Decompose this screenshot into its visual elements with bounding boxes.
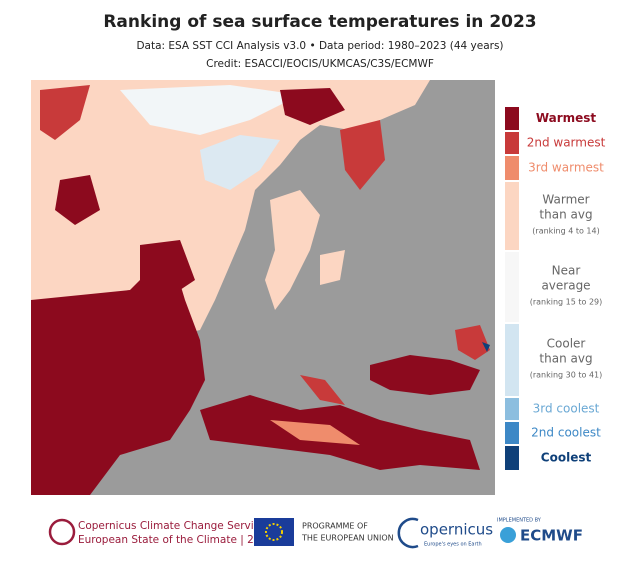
copernicus-c xyxy=(397,517,419,549)
patch xyxy=(55,175,100,225)
legend-label: 3rd coolest xyxy=(533,402,600,416)
legend-label: average xyxy=(541,279,590,293)
legend-swatch xyxy=(505,324,519,396)
c3s-logo xyxy=(48,518,76,546)
legend-label: Near xyxy=(552,264,581,278)
copernicus: opernicus xyxy=(420,521,493,539)
legend-label: 2nd warmest xyxy=(527,136,606,150)
med-patch xyxy=(270,420,360,445)
legend-label: 2nd coolest xyxy=(531,426,601,440)
legend-label: Warmer xyxy=(542,193,589,207)
c3s-name: Copernicus Climate Change Service xyxy=(78,520,266,532)
legend-note: (ranking 15 to 29) xyxy=(530,298,603,307)
sea-ice-area xyxy=(200,135,280,190)
legend-swatch xyxy=(505,422,519,444)
legend-label: Warmest xyxy=(536,111,597,125)
north-atlantic xyxy=(31,80,430,335)
subtitle: Data: ESA SST CCI Analysis v3.0 • Data p… xyxy=(136,40,503,52)
caspian xyxy=(455,325,490,360)
eu-line2: THE EUROPEAN UNION xyxy=(301,534,394,543)
copernicus-sub: Europe's eyes on Earth xyxy=(424,542,482,548)
legend-label: than avg xyxy=(539,352,592,366)
caspian-cool xyxy=(482,342,490,352)
legend-swatch xyxy=(505,156,519,180)
eu-line1: PROGRAMME OF xyxy=(302,522,368,531)
patch xyxy=(340,120,385,190)
eu-stars xyxy=(265,523,283,541)
baltic xyxy=(265,190,320,310)
map xyxy=(31,80,495,495)
footer: Copernicus Climate Change Service Europe… xyxy=(48,517,583,549)
eu-flag xyxy=(254,518,294,546)
ecmwf: ECMWF xyxy=(520,527,583,545)
legend-label: 3rd warmest xyxy=(528,161,604,175)
patch xyxy=(40,85,90,140)
adriatic xyxy=(300,375,345,405)
baltic-gulf xyxy=(320,250,345,285)
atlantic-warm xyxy=(31,250,205,495)
legend-label: Cooler xyxy=(547,337,586,351)
title: Ranking of sea surface temperatures in 2… xyxy=(103,12,536,32)
legend-swatch xyxy=(505,182,519,250)
legend-swatch xyxy=(505,132,519,154)
black-sea xyxy=(370,355,480,395)
legend-note: (ranking 30 to 41) xyxy=(530,371,603,380)
c3s-sub: European State of the Climate | 2023 xyxy=(78,534,274,546)
legend-label: than avg xyxy=(539,208,592,222)
legend-swatch xyxy=(505,446,519,470)
legend-swatch xyxy=(505,398,519,420)
legend-swatch xyxy=(505,107,519,130)
legend-swatch xyxy=(505,252,519,322)
legend-label: Coolest xyxy=(541,451,592,465)
credit: Credit: ESACCI/EOCIS/UKMCAS/C3S/ECMWF xyxy=(206,58,434,70)
arctic-ice xyxy=(120,85,300,135)
legend-note: (ranking 4 to 14) xyxy=(532,227,599,236)
patch xyxy=(280,88,345,125)
ecmwf-top: IMPLEMENTED BY xyxy=(497,518,542,524)
ecmwf-logo xyxy=(500,527,516,543)
patch xyxy=(140,240,195,300)
